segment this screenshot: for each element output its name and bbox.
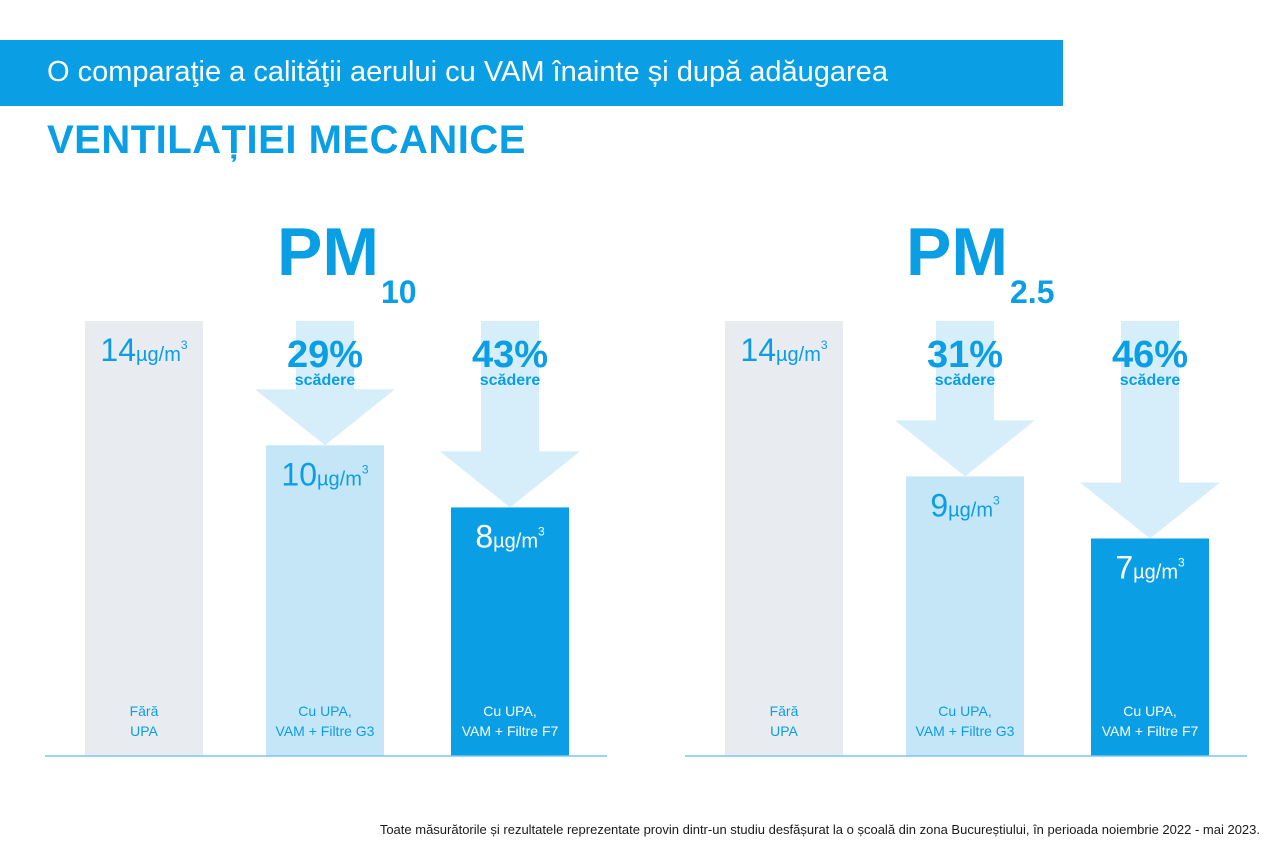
chart-title-subscript: 10 <box>381 274 417 310</box>
reduction-percent: 46% <box>1112 334 1188 376</box>
bar <box>266 445 384 756</box>
chart-pm25: 31% scădere 46% scădere 14µg/m3 Fără UPA 9µg/m3… <box>640 300 1280 780</box>
category-label: Cu UPA, <box>938 703 991 719</box>
page-subtitle: VENTILAȚIEI MECANICE <box>47 118 526 162</box>
data-label: 9µg/m3 <box>930 487 1000 523</box>
category-label: VAM + Filtre F7 <box>1102 723 1199 739</box>
bar <box>451 507 569 756</box>
reduction-arrow <box>255 321 395 446</box>
page-title: O comparaţie a calităţii aerului cu VAM … <box>47 56 888 88</box>
chart-title-pm10: PM10 <box>277 218 417 308</box>
chart-title-pm25: PM2.5 <box>906 218 1054 308</box>
reduction-arrow <box>440 321 580 508</box>
chart-title-main: PM <box>277 214 379 290</box>
category-label: UPA <box>770 723 798 739</box>
reduction-percent: 31% <box>927 334 1003 376</box>
data-label: 7µg/m3 <box>1115 550 1185 586</box>
chart-pm25-svg: 31%scădere46%scădere14µg/m3FărăUPA9µg/m3… <box>685 321 1247 757</box>
reduction-percent: 43% <box>472 334 548 376</box>
data-label: 14µg/m3 <box>100 332 187 368</box>
chart-title-main: PM <box>906 214 1008 290</box>
data-label: 10µg/m3 <box>281 456 368 492</box>
bar <box>906 476 1024 756</box>
bar <box>1091 538 1209 756</box>
category-label: Cu UPA, <box>298 703 351 719</box>
bar <box>85 321 203 756</box>
bar <box>725 321 843 756</box>
category-label: VAM + Filtre G3 <box>916 723 1015 739</box>
chart-pm10-svg: 29%scădere43%scădere14µg/m3FărăUPA10µg/m… <box>45 321 607 757</box>
reduction-percent: 29% <box>287 334 363 376</box>
category-label: UPA <box>130 723 158 739</box>
reduction-arrow <box>1080 321 1220 539</box>
reduction-label: scădere <box>480 372 541 389</box>
category-label: Fără <box>770 703 799 719</box>
footnote: Toate măsurătorile și rezultatele reprez… <box>379 822 1260 837</box>
data-label: 14µg/m3 <box>740 332 827 368</box>
category-label: VAM + Filtre F7 <box>462 723 559 739</box>
category-label: Fără <box>130 703 159 719</box>
data-label: 8µg/m3 <box>475 518 545 554</box>
reduction-label: scădere <box>1120 372 1181 389</box>
chart-title-subscript: 2.5 <box>1010 274 1055 310</box>
reduction-label: scădere <box>295 372 356 389</box>
category-label: Cu UPA, <box>483 703 536 719</box>
reduction-label: scădere <box>935 372 996 389</box>
chart-pm10: 29% scădere 43% scădere 14µg/m3 Fără UPA 10µg/m… <box>0 300 640 780</box>
title-band <box>0 40 1063 106</box>
category-label: VAM + Filtre G3 <box>276 723 375 739</box>
reduction-arrow <box>895 321 1035 477</box>
category-label: Cu UPA, <box>1123 703 1176 719</box>
